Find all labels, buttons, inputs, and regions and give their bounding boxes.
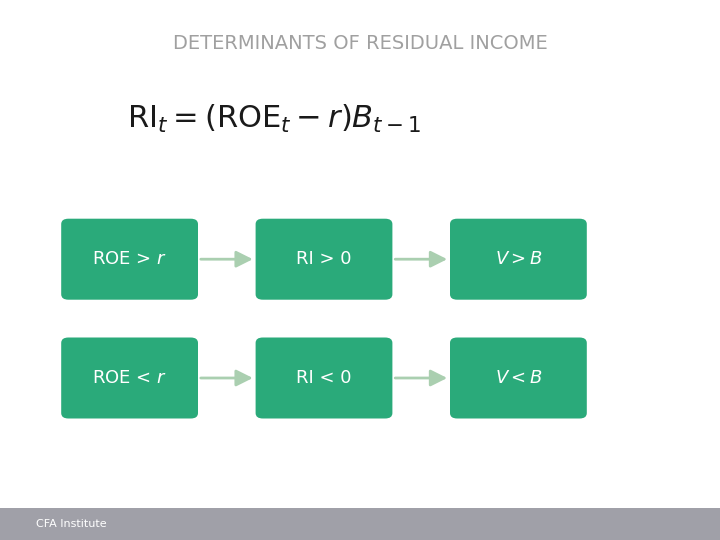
- FancyBboxPatch shape: [256, 338, 392, 418]
- FancyBboxPatch shape: [61, 219, 198, 300]
- FancyBboxPatch shape: [61, 338, 198, 418]
- Text: ROE < $r$: ROE < $r$: [92, 369, 167, 387]
- Text: $V < B$: $V < B$: [495, 369, 542, 387]
- Text: $V > B$: $V > B$: [495, 250, 542, 268]
- FancyBboxPatch shape: [450, 338, 587, 418]
- Text: ROE > $r$: ROE > $r$: [92, 250, 167, 268]
- Text: RI < 0: RI < 0: [296, 369, 352, 387]
- Text: RI > 0: RI > 0: [296, 250, 352, 268]
- Bar: [0, 508, 720, 540]
- Text: DETERMINANTS OF RESIDUAL INCOME: DETERMINANTS OF RESIDUAL INCOME: [173, 33, 547, 53]
- Text: $\mathrm{RI}_t = \left(\mathrm{ROE}_t - r\right)B_{t-1}$: $\mathrm{RI}_t = \left(\mathrm{ROE}_t - …: [127, 103, 420, 135]
- FancyBboxPatch shape: [256, 219, 392, 300]
- FancyBboxPatch shape: [450, 219, 587, 300]
- Text: CFA Institute: CFA Institute: [36, 519, 107, 529]
